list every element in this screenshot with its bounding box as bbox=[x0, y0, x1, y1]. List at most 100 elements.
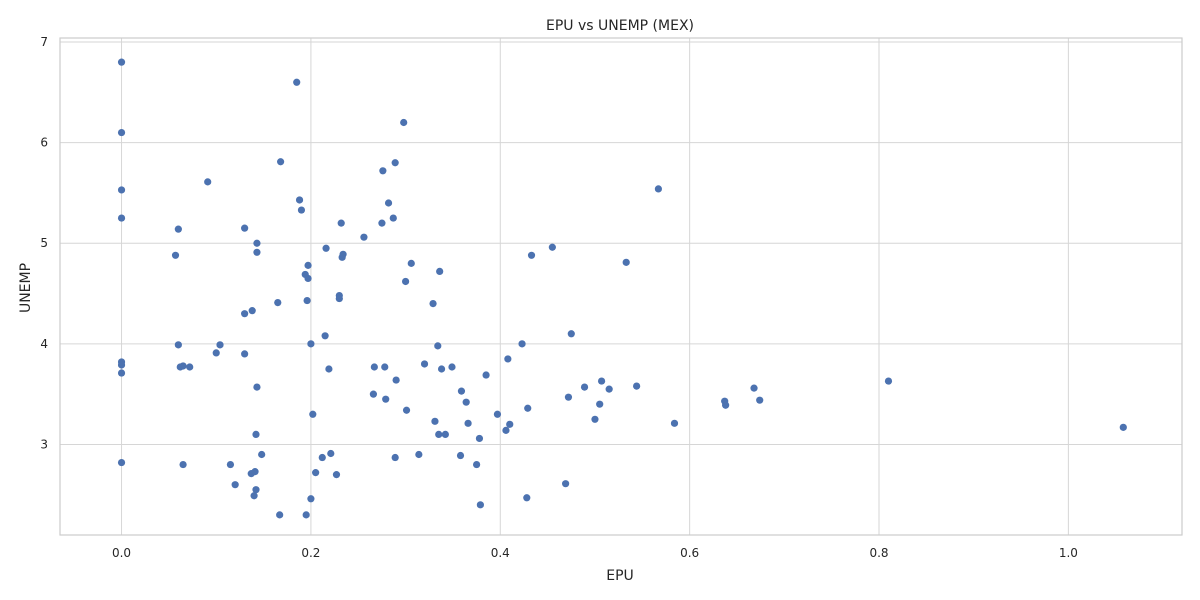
scatter-point bbox=[436, 267, 444, 276]
y-tick-label: 7 bbox=[40, 35, 48, 49]
scatter-point bbox=[251, 468, 259, 476]
scatter-point bbox=[117, 128, 126, 137]
scatter-point bbox=[204, 178, 212, 186]
scatter-point bbox=[337, 219, 345, 227]
scatter-point bbox=[389, 214, 397, 222]
scatter-point bbox=[304, 274, 312, 283]
scatter-point bbox=[596, 400, 604, 408]
scatter-point bbox=[415, 450, 423, 459]
scatter-point bbox=[407, 259, 415, 267]
scatter-point bbox=[186, 363, 194, 371]
scatter-point bbox=[591, 415, 599, 423]
scatter-point bbox=[633, 382, 641, 390]
x-tick-labels: 0.0 0.2 0.4 0.6 0.8 1.0 bbox=[112, 546, 1078, 560]
scatter-point bbox=[304, 261, 312, 269]
scatter-point bbox=[1119, 423, 1127, 431]
scatter-point bbox=[174, 341, 182, 349]
x-tick-label: 0.8 bbox=[869, 546, 888, 560]
y-tick-labels: 3 4 5 6 7 bbox=[40, 35, 48, 451]
scatter-point bbox=[493, 410, 502, 418]
scatter-point bbox=[179, 460, 187, 469]
scatter-point bbox=[448, 363, 456, 371]
scatter-point bbox=[253, 383, 261, 391]
scatter-point bbox=[339, 250, 347, 258]
scatter-point bbox=[117, 369, 126, 377]
scatter-point bbox=[312, 469, 320, 477]
scatter-point bbox=[241, 350, 249, 358]
data-points bbox=[117, 58, 1127, 519]
scatter-point bbox=[524, 404, 532, 412]
x-tick-label: 0.6 bbox=[680, 546, 699, 560]
scatter-point bbox=[117, 186, 126, 194]
scatter-point bbox=[327, 449, 335, 458]
scatter-point bbox=[381, 363, 389, 371]
scatter-point bbox=[318, 453, 326, 462]
x-axis-label: EPU bbox=[606, 568, 634, 584]
scatter-point bbox=[117, 361, 126, 369]
scatter-point bbox=[473, 460, 481, 469]
scatter-point bbox=[274, 298, 282, 307]
scatter-point bbox=[429, 300, 437, 308]
scatter-point bbox=[378, 219, 386, 227]
scatter-point bbox=[379, 167, 387, 175]
scatter-point bbox=[253, 248, 261, 256]
scatter-point bbox=[302, 511, 310, 519]
scatter-point bbox=[277, 158, 285, 166]
scatter-point bbox=[307, 495, 315, 503]
scatter-point bbox=[420, 360, 429, 368]
scatter-point bbox=[456, 451, 465, 460]
scatter-point bbox=[567, 330, 575, 338]
scatter-point bbox=[523, 494, 531, 502]
scatter-point bbox=[504, 355, 512, 363]
scatter-point bbox=[309, 410, 317, 418]
scatter-point bbox=[431, 417, 439, 425]
scatter-point bbox=[370, 363, 378, 371]
chart-title: EPU vs UNEMP (MEX) bbox=[546, 18, 694, 34]
scatter-point bbox=[722, 401, 730, 409]
scatter-point bbox=[548, 243, 556, 251]
scatter-point bbox=[117, 58, 126, 66]
x-tick-label: 1.0 bbox=[1059, 546, 1078, 560]
scatter-point bbox=[276, 511, 284, 519]
scatter-point bbox=[562, 480, 570, 488]
scatter-point bbox=[502, 426, 510, 434]
scatter-point bbox=[179, 362, 187, 370]
plot-frame bbox=[59, 37, 1183, 536]
scatter-point bbox=[335, 294, 343, 303]
scatter-point bbox=[253, 239, 261, 247]
scatter-point bbox=[464, 419, 472, 427]
scatter-point bbox=[171, 251, 180, 259]
y-tick-label: 4 bbox=[40, 337, 48, 351]
y-tick-label: 5 bbox=[40, 236, 48, 250]
scatter-point bbox=[307, 340, 315, 348]
x-tick-label: 0.2 bbox=[301, 546, 320, 560]
scatter-point bbox=[437, 365, 446, 373]
scatter-point bbox=[250, 492, 258, 500]
scatter-point bbox=[297, 206, 306, 214]
scatter-point bbox=[435, 430, 443, 438]
scatter-point bbox=[580, 383, 589, 391]
scatter-point bbox=[564, 393, 573, 401]
scatter-point bbox=[117, 458, 126, 467]
scatter-point bbox=[884, 377, 893, 385]
scatter-point bbox=[360, 233, 368, 241]
scatter-point bbox=[382, 395, 390, 403]
scatter-point bbox=[670, 419, 679, 427]
scatter-point bbox=[384, 199, 393, 207]
scatter-point bbox=[216, 341, 224, 349]
scatter-point bbox=[248, 307, 256, 315]
scatter-point bbox=[226, 460, 235, 469]
scatter-point bbox=[457, 387, 466, 395]
scatter-point bbox=[400, 118, 408, 127]
scatter-point bbox=[475, 434, 484, 443]
scatter-point bbox=[231, 481, 239, 489]
scatter-point bbox=[303, 296, 311, 305]
scatter-point bbox=[117, 214, 126, 222]
scatter-point bbox=[441, 430, 449, 438]
scatter-point bbox=[654, 185, 663, 193]
scatter-point bbox=[482, 371, 490, 379]
scatter-point bbox=[321, 332, 329, 340]
scatter-point bbox=[401, 277, 410, 286]
scatter-point bbox=[332, 471, 341, 479]
